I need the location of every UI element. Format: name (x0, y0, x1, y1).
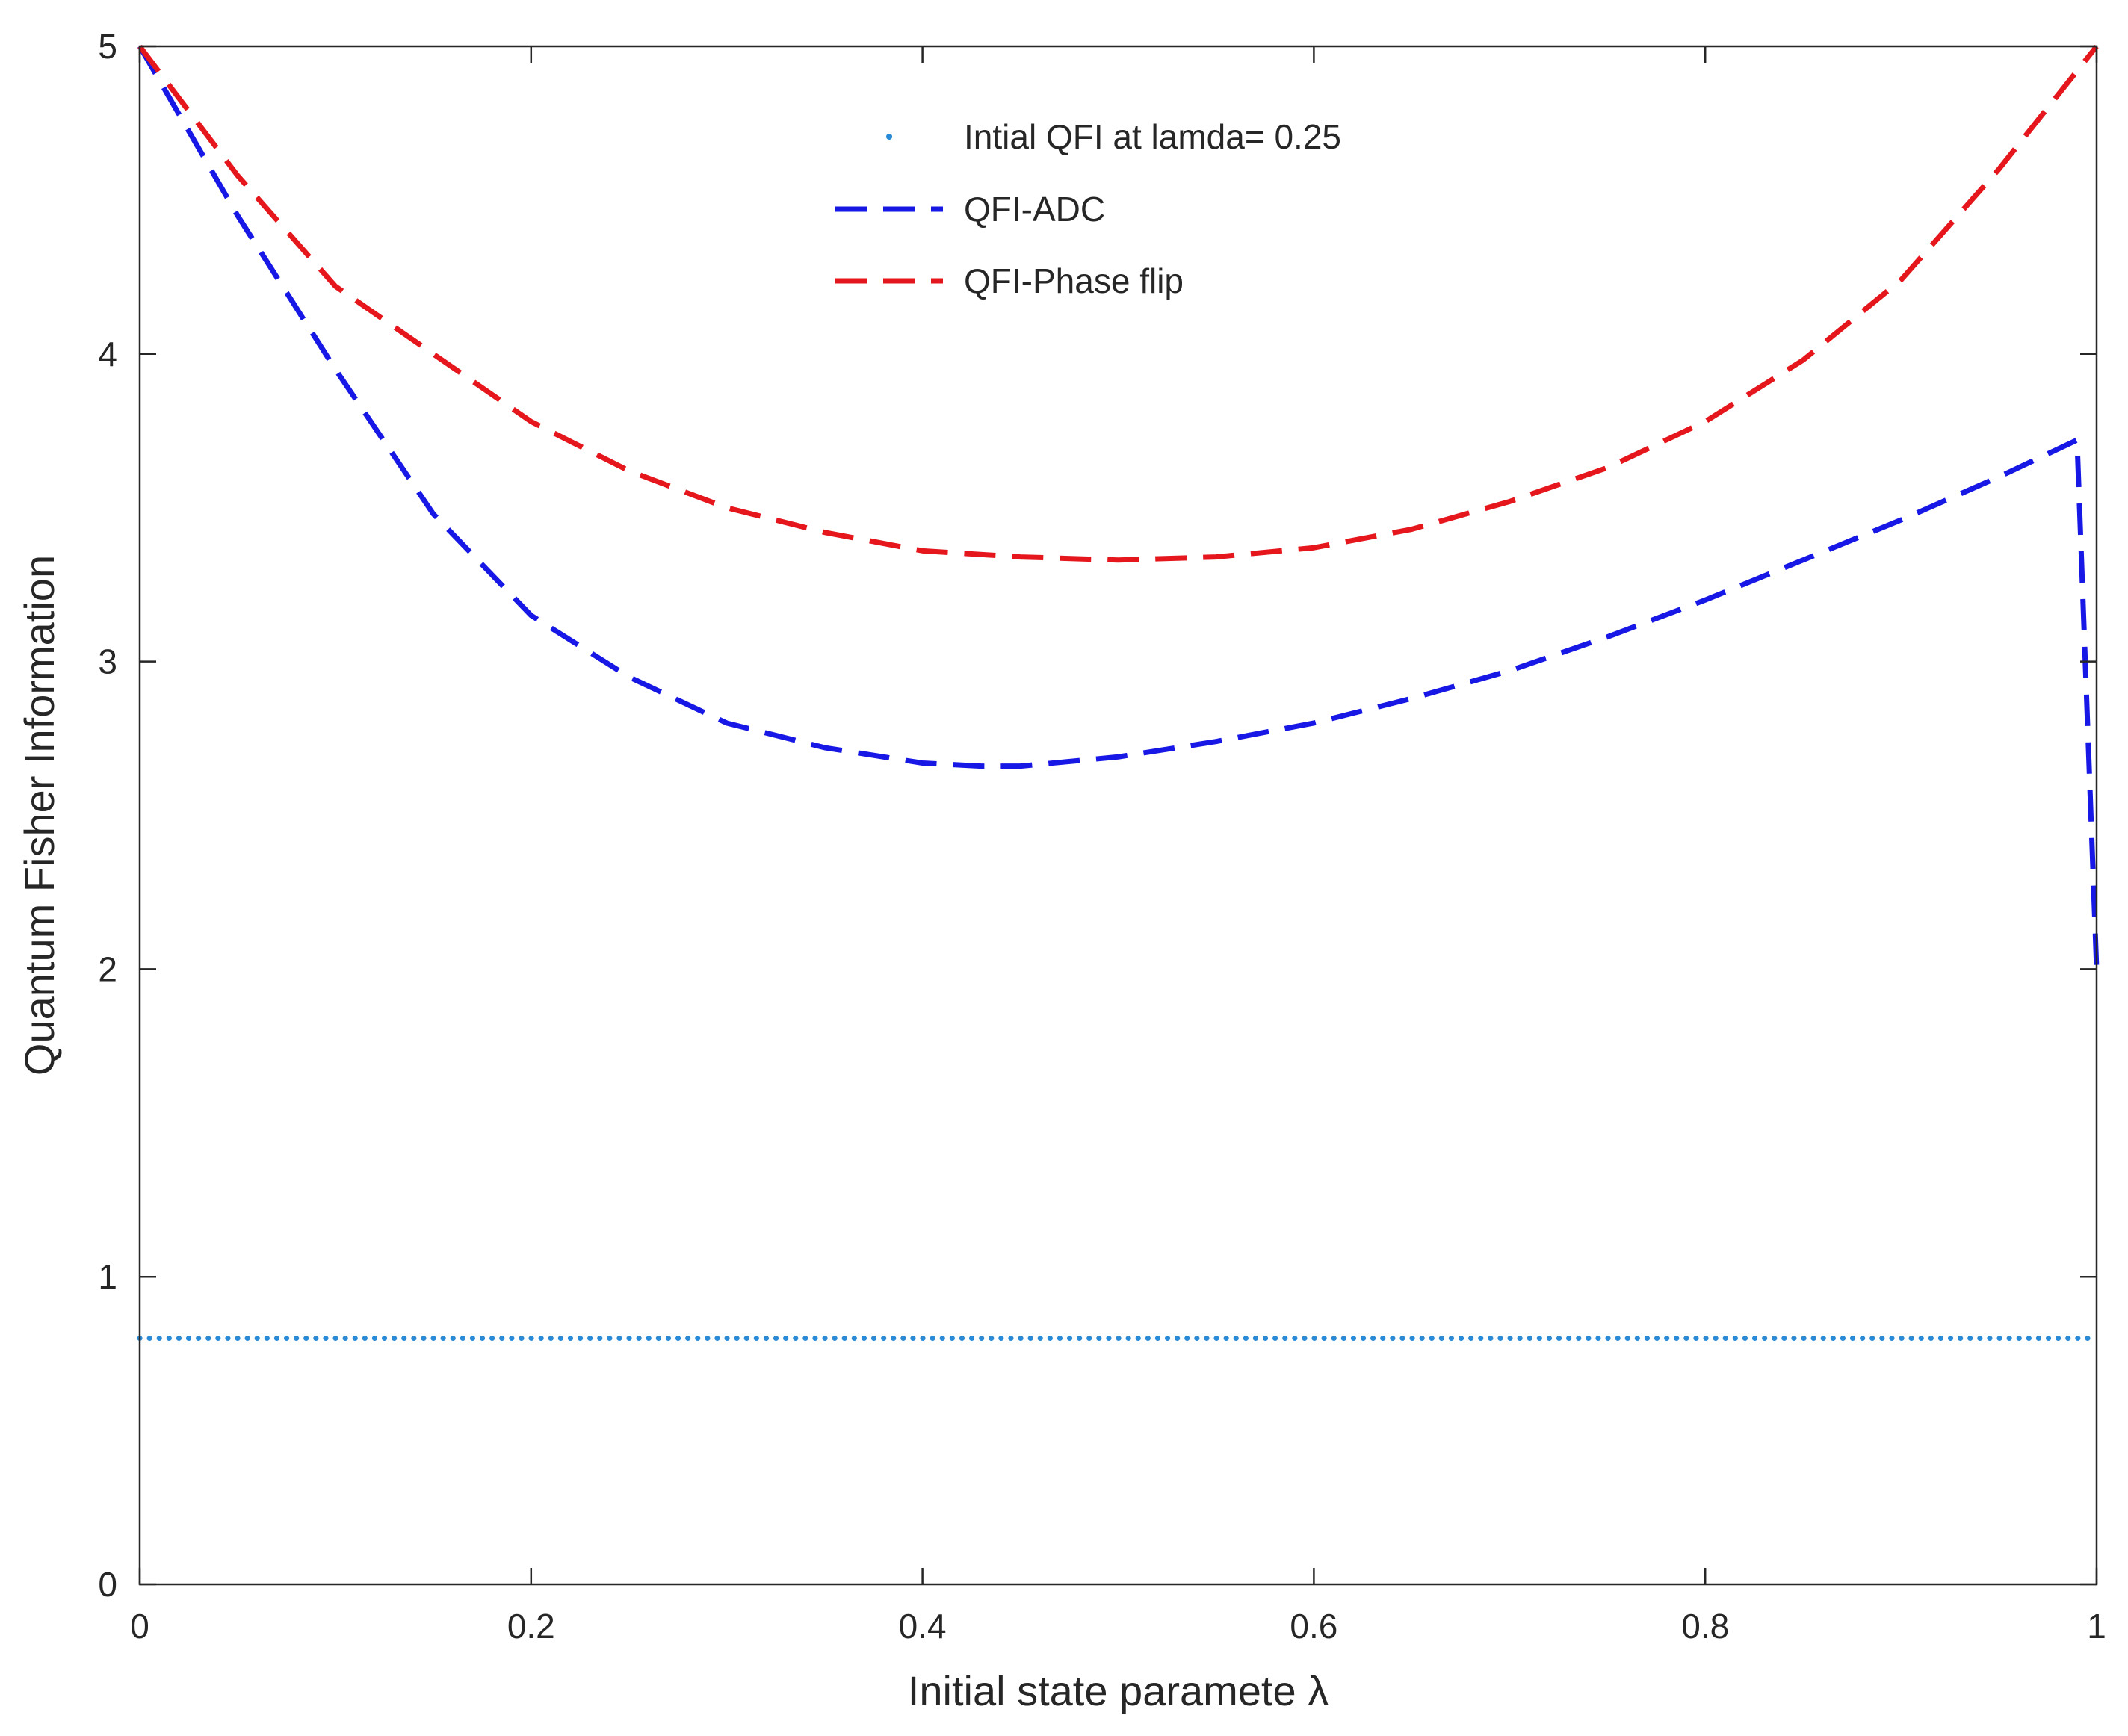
x-tick-label: 0.2 (507, 1607, 555, 1646)
x-tick-label: 0.6 (1290, 1607, 1337, 1646)
x-tick-label: 0 (130, 1607, 149, 1646)
legend: Intial QFI at lamda= 0.25 QFI-ADC QFI-Ph… (835, 117, 1341, 300)
series-line-1 (137, 45, 2100, 970)
x-tick-label: 0.8 (1681, 1607, 1729, 1646)
legend-label-initial-qfi: Intial QFI at lamda= 0.25 (964, 117, 1341, 156)
y-tick-label: 4 (98, 335, 117, 373)
x-axis-title: Initial state paramete λ (908, 1667, 1329, 1714)
legend-label-qfi-phase-flip: QFI-Phase flip (964, 261, 1184, 300)
y-tick-label: 0 (98, 1565, 117, 1604)
series-line-2 (137, 44, 2099, 563)
x-tick-label: 0.4 (899, 1607, 947, 1646)
y-tick-label: 1 (98, 1257, 117, 1296)
y-tick-label: 3 (98, 642, 117, 681)
axes-box (138, 45, 2098, 1586)
x-tick-label: 1 (2087, 1607, 2106, 1646)
plot-area: 0 0.2 0.4 0.6 0.8 1 0 1 2 3 4 5 (98, 27, 2106, 1646)
legend-label-qfi-adc: QFI-ADC (964, 190, 1105, 229)
y-tick-label: 5 (98, 27, 117, 66)
y-axis-title: Quantum Fisher Information (16, 555, 63, 1076)
series-layer (137, 44, 2100, 1342)
ticks-layer: 0 0.2 0.4 0.6 0.8 1 0 1 2 3 4 5 (98, 27, 2106, 1646)
y-tick-label: 2 (98, 949, 117, 988)
